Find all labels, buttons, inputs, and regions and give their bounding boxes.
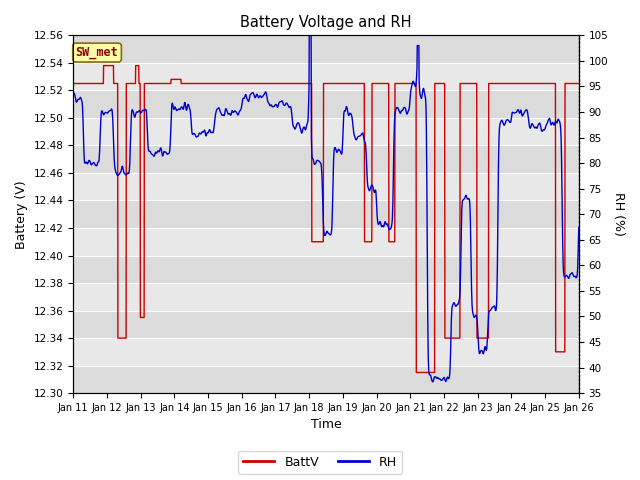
Bar	[73, 255, 579, 283]
Bar	[73, 311, 579, 338]
Bar	[73, 90, 579, 118]
Y-axis label: Battery (V): Battery (V)	[15, 180, 28, 249]
Bar	[73, 366, 579, 393]
Y-axis label: RH (%): RH (%)	[612, 192, 625, 236]
Text: SW_met: SW_met	[76, 46, 118, 59]
X-axis label: Time: Time	[310, 419, 341, 432]
Bar	[73, 145, 579, 173]
Title: Battery Voltage and RH: Battery Voltage and RH	[240, 15, 412, 30]
Bar	[73, 201, 579, 228]
Bar	[73, 36, 579, 63]
Legend: BattV, RH: BattV, RH	[238, 451, 402, 474]
